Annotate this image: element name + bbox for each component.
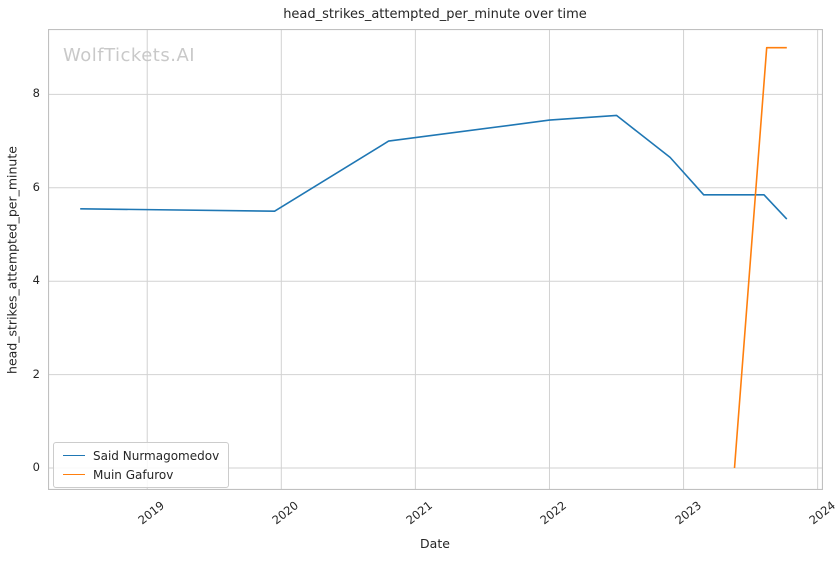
x-tick-label: 2020 <box>269 498 302 528</box>
legend-label: Said Nurmagomedov <box>93 448 220 463</box>
watermark: WolfTickets.AI <box>63 45 196 66</box>
y-tick-label: 2 <box>32 366 40 381</box>
x-tick-label: 2021 <box>403 498 436 528</box>
legend: Said Nurmagomedov Muin Gafurov <box>53 442 230 488</box>
x-tick-label: 2019 <box>135 498 168 528</box>
y-tick-label: 6 <box>32 179 40 194</box>
series-line-orange <box>733 46 787 469</box>
y-tick-label: 4 <box>32 273 40 288</box>
plot-area: WolfTickets.AI Said Nurmagomedov Muin Gaf… <box>47 28 824 491</box>
legend-item: Muin Gafurov <box>63 467 219 482</box>
y-tick-label: 8 <box>32 86 40 101</box>
x-axis-label: Date <box>420 536 450 551</box>
plot-canvas <box>47 28 824 491</box>
y-tick-label: 0 <box>32 460 40 475</box>
legend-item: Said Nurmagomedov <box>63 448 219 463</box>
plot-border <box>47 28 824 491</box>
x-tick-label: 2022 <box>537 498 570 528</box>
x-tick-label: 2024 <box>805 498 838 528</box>
legend-label: Muin Gafurov <box>93 467 174 482</box>
legend-line-swatch <box>63 455 85 456</box>
series-line-blue <box>80 114 788 220</box>
chart-title: head_strikes_attempted_per_minute over t… <box>283 7 587 22</box>
legend-line-swatch <box>63 474 85 475</box>
x-tick-label: 2023 <box>671 498 704 528</box>
